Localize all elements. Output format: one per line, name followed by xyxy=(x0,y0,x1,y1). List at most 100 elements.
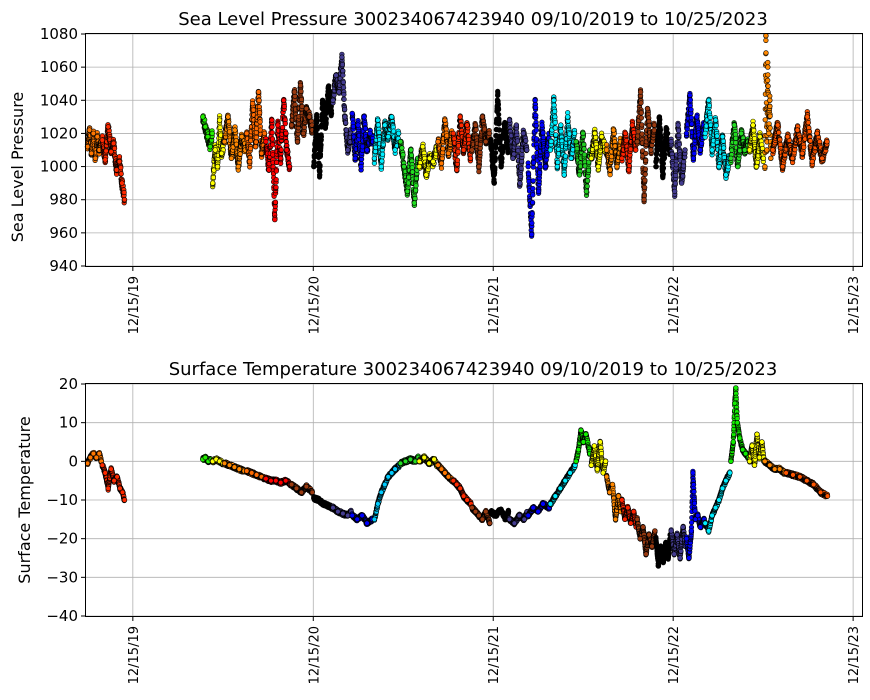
data-point xyxy=(467,155,474,162)
data-point xyxy=(257,119,263,125)
data-point xyxy=(261,130,268,137)
data-point xyxy=(691,145,698,151)
data-point xyxy=(607,172,613,178)
data-point xyxy=(408,152,415,158)
data-point xyxy=(690,155,697,162)
data-point xyxy=(227,129,233,135)
data-point xyxy=(533,127,540,133)
data-point xyxy=(405,180,412,186)
data-point xyxy=(401,163,407,170)
data-point xyxy=(537,163,543,170)
data-point xyxy=(592,130,598,137)
data-point xyxy=(642,171,648,177)
data-point xyxy=(544,152,550,158)
data-point xyxy=(654,157,660,163)
data-point xyxy=(121,189,127,196)
data-point xyxy=(584,178,591,184)
data-point xyxy=(731,122,737,128)
data-point xyxy=(643,150,649,157)
data-point xyxy=(683,130,690,137)
data-point xyxy=(540,130,546,136)
data-point xyxy=(288,122,295,128)
data-point xyxy=(281,97,287,104)
data-point xyxy=(595,163,601,170)
data-point xyxy=(675,122,681,128)
data-point xyxy=(375,122,381,128)
data-point xyxy=(232,127,238,133)
data-point xyxy=(499,156,505,162)
data-point xyxy=(333,72,339,79)
data-point xyxy=(496,120,502,126)
data-point xyxy=(359,144,366,150)
data-series xyxy=(99,122,128,206)
data-point xyxy=(607,167,613,173)
data-series xyxy=(488,88,511,186)
data-point xyxy=(349,110,355,117)
data-point xyxy=(476,163,482,170)
data-point xyxy=(540,134,547,141)
data-point xyxy=(709,147,715,153)
data-point xyxy=(325,84,332,90)
data-point xyxy=(301,124,308,130)
data-point xyxy=(535,188,542,195)
data-point xyxy=(108,149,114,155)
data-point xyxy=(102,157,108,163)
data-series xyxy=(371,113,402,172)
data-point xyxy=(273,168,280,174)
data-point xyxy=(733,135,739,141)
data-point xyxy=(314,114,320,120)
data-point xyxy=(656,114,663,120)
data-point xyxy=(380,151,386,157)
data-point xyxy=(723,172,729,178)
data-point xyxy=(286,155,292,161)
data-point xyxy=(286,163,293,170)
data-point xyxy=(668,139,674,145)
data-point xyxy=(517,180,523,186)
data-point xyxy=(657,127,664,133)
data-point xyxy=(435,139,441,145)
data-point xyxy=(473,127,479,133)
data-point xyxy=(282,120,288,127)
data-point xyxy=(342,114,348,120)
data-point xyxy=(294,139,301,145)
data-point xyxy=(116,158,123,165)
data-point xyxy=(269,124,275,130)
data-point xyxy=(735,163,741,170)
sea-level-pressure-chart: Sea Level Pressure 300234067423940 09/10… xyxy=(8,9,863,334)
data-series xyxy=(746,118,767,170)
data-point xyxy=(303,105,310,112)
data-point xyxy=(339,61,346,68)
data-point xyxy=(528,231,535,238)
data-point xyxy=(671,188,678,195)
data-point xyxy=(364,147,370,153)
data-point xyxy=(720,138,726,144)
data-point xyxy=(413,183,419,189)
data-point xyxy=(738,130,744,137)
data-point xyxy=(554,163,560,170)
data-point xyxy=(581,152,588,158)
data-point xyxy=(622,130,629,137)
data-point xyxy=(687,97,694,103)
data-point xyxy=(253,139,259,145)
data-point xyxy=(110,140,117,147)
data-point xyxy=(705,97,712,104)
data-point xyxy=(501,122,508,128)
data-point xyxy=(702,130,708,137)
y-axis-label: Sea Level Pressure xyxy=(8,92,27,243)
data-point xyxy=(207,144,213,150)
data-point xyxy=(256,97,262,103)
data-point xyxy=(558,122,564,128)
data-point xyxy=(228,155,235,162)
data-point xyxy=(520,130,526,137)
data-point xyxy=(291,89,298,95)
data-point xyxy=(341,96,347,102)
data-point xyxy=(378,163,384,170)
data-point xyxy=(581,141,587,148)
data-point xyxy=(638,110,644,116)
data-point xyxy=(498,163,504,170)
data-point xyxy=(284,147,290,153)
data-point xyxy=(298,96,305,103)
data-point xyxy=(340,79,347,85)
data-point xyxy=(518,173,524,180)
data-point xyxy=(483,139,489,145)
